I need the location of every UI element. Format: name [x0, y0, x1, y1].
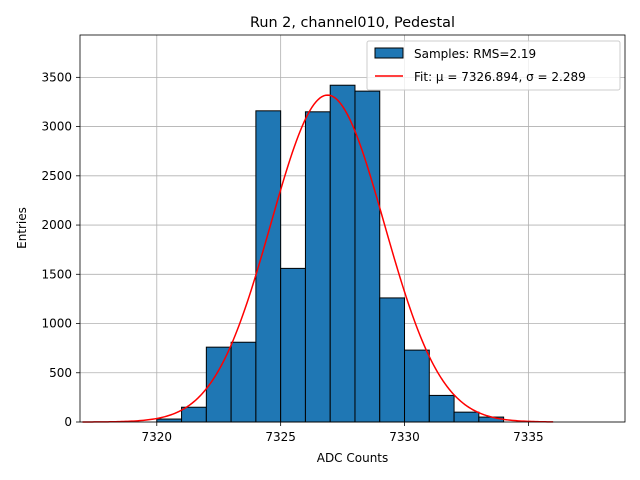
y-tick-label: 1500	[41, 267, 72, 281]
histogram-bar	[478, 416, 505, 423]
legend: Samples: RMS=2.19 Fit: μ = 7326.894, σ =…	[366, 40, 621, 91]
histogram-bar	[329, 84, 356, 423]
histogram-bar	[304, 111, 331, 423]
x-tick-label: 7335	[513, 430, 544, 444]
histogram-bar	[255, 110, 282, 423]
histogram-bar	[453, 411, 480, 423]
axis-ticks: 7320 7325 7330 7335 0 500 1000 1500 2000 2500 3000…	[41, 70, 543, 444]
legend-label-fit: Fit: μ = 7326.894, σ = 2.289	[414, 70, 586, 84]
histogram-bar	[230, 341, 257, 423]
y-tick-label: 500	[49, 366, 72, 380]
plot-frame	[79, 34, 626, 423]
histogram-bar	[428, 394, 455, 423]
legend-box	[366, 40, 621, 91]
histogram-bar	[379, 297, 406, 423]
histogram-bar	[181, 406, 207, 423]
histogram-bar	[280, 267, 306, 423]
y-tick-label: 3000	[41, 120, 72, 134]
legend-label-samples: Samples: RMS=2.19	[414, 47, 536, 61]
x-axis-label: ADC Counts	[317, 451, 389, 465]
chart-title: Run 2, channel010, Pedestal	[250, 15, 455, 31]
fit-curve	[82, 94, 554, 423]
x-tick-label: 7320	[142, 430, 173, 444]
legend-swatch-samples	[374, 47, 404, 59]
y-tick-label: 2500	[41, 169, 72, 183]
y-tick-label: 2000	[41, 218, 72, 232]
y-tick-label: 3500	[41, 70, 72, 84]
y-tick-label: 1000	[41, 317, 72, 331]
x-tick-label: 7325	[265, 430, 296, 444]
y-tick-label: 0	[64, 415, 72, 429]
histogram-bar	[404, 349, 430, 423]
y-axis-label: Entries	[15, 207, 29, 249]
histogram-bars	[156, 84, 505, 423]
histogram-bar	[156, 418, 183, 423]
x-tick-label: 7330	[389, 430, 420, 444]
histogram-bar	[354, 90, 381, 423]
